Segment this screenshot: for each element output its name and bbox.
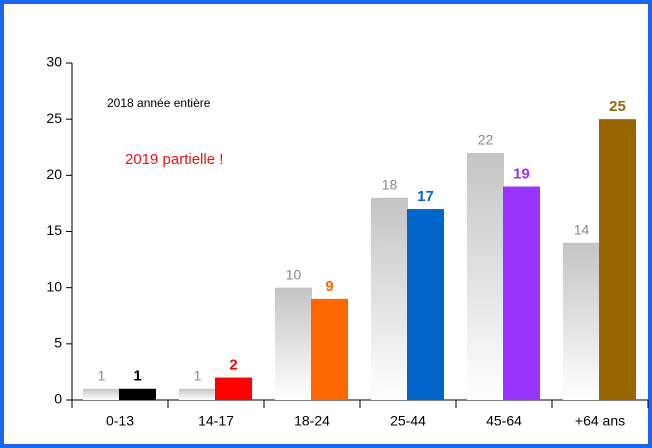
y-tick-label: 20: [46, 166, 62, 182]
x-tick-label: 18-24: [294, 413, 330, 429]
value-label: 17: [417, 188, 434, 205]
y-tick-label: 10: [46, 278, 62, 294]
x-tick-label: 45-64: [486, 413, 522, 429]
value-label: 2: [229, 357, 237, 374]
value-label: 19: [513, 166, 530, 183]
bar: [119, 388, 156, 400]
bar: [179, 388, 216, 400]
x-tick-label: 0-13: [106, 413, 134, 429]
x-tick-label: 14-17: [198, 413, 234, 429]
y-tick-label: 25: [46, 110, 62, 126]
x-tick-label: 25-44: [390, 413, 426, 429]
bar: [311, 298, 348, 400]
bar: [599, 119, 636, 401]
value-label: 14: [574, 221, 590, 237]
bar: [215, 377, 252, 400]
bar: [407, 209, 444, 400]
value-label: 18: [382, 177, 398, 193]
bar: [83, 388, 120, 400]
legend-2019: 2019 partielle !: [125, 151, 223, 168]
value-label: 9: [325, 278, 333, 295]
value-label: 1: [133, 368, 141, 385]
value-label: 1: [98, 367, 106, 383]
bar: [467, 152, 504, 400]
y-tick-label: 5: [54, 335, 62, 351]
y-tick-label: 30: [46, 54, 62, 70]
value-label: 10: [286, 266, 302, 282]
legend-2018: 2018 année entière: [107, 96, 211, 110]
bar: [503, 186, 540, 400]
y-tick-label: 15: [46, 222, 62, 238]
value-label: 25: [609, 98, 626, 115]
bar: [275, 287, 312, 400]
bar: [563, 242, 600, 400]
value-label: 1: [194, 367, 202, 383]
value-label: 22: [478, 132, 494, 148]
x-tick-label: +64 ans: [575, 413, 625, 429]
y-tick-label: 0: [54, 391, 62, 407]
bar: [371, 197, 408, 400]
